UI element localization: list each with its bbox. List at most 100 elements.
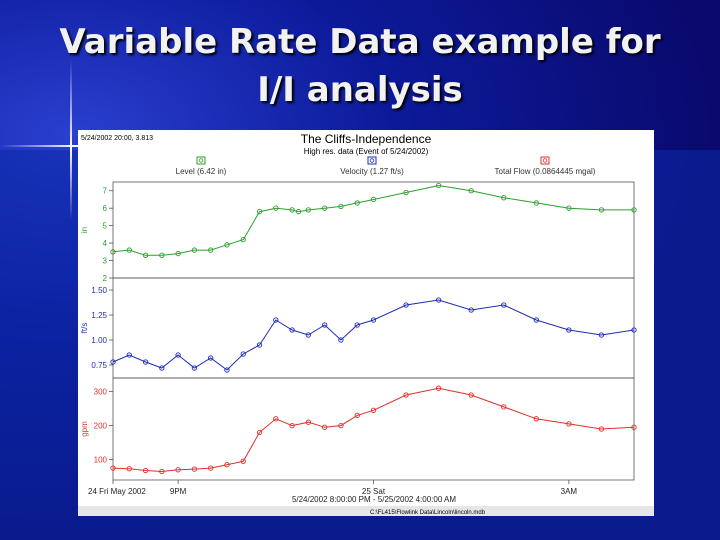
- data-point: [175, 352, 181, 358]
- data-point: [370, 317, 377, 323]
- y-tick-label: 1.50: [91, 286, 107, 295]
- data-point: [435, 182, 442, 189]
- data-point: [305, 207, 312, 213]
- data-point: [159, 468, 165, 475]
- data-point: [240, 351, 246, 357]
- data-point: [322, 205, 328, 211]
- data-point: [370, 196, 377, 203]
- legend-label: Total Flow (0.0864445 mgal): [495, 167, 596, 176]
- data-point: [191, 365, 198, 371]
- data-point: [533, 200, 539, 206]
- y-axis-label: gpm: [80, 421, 89, 437]
- data-point: [533, 416, 539, 422]
- x-tick-label: 24 Fri May 2002: [88, 487, 146, 496]
- y-tick-label: 100: [94, 456, 108, 465]
- series-line: [112, 387, 635, 473]
- data-point: [566, 205, 572, 211]
- legend-marker: [367, 156, 377, 165]
- data-point: [159, 252, 165, 258]
- chart-window: 5/24/2002 20:00, 3.813 The Cliffs-Indepe…: [78, 130, 654, 516]
- data-point: [224, 462, 230, 468]
- data-point: [598, 426, 605, 432]
- legend-marker-dot: [369, 158, 375, 163]
- data-point: [273, 205, 279, 211]
- data-point: [273, 416, 279, 422]
- title-line-2: I/I analysis: [257, 70, 463, 110]
- data-point: [126, 466, 132, 472]
- data-point: [598, 207, 605, 213]
- flow-chart: 5/24/2002 20:00, 3.813 The Cliffs-Indepe…: [78, 132, 654, 516]
- legend-marker: [540, 156, 550, 165]
- data-point: [631, 327, 637, 333]
- y-tick-label: 3: [103, 257, 108, 266]
- legend-label: Level (6.42 in): [176, 167, 227, 176]
- y-tick-label: 0.75: [91, 361, 107, 370]
- y-axis-label: in: [80, 227, 89, 233]
- series-line: [112, 299, 635, 371]
- chart-title: The Cliffs-Independence: [301, 132, 432, 146]
- panel-1: 2 3 4 5 6 7 in: [80, 181, 637, 283]
- data-point: [110, 359, 116, 365]
- data-point: [110, 465, 116, 471]
- data-point: [142, 467, 149, 474]
- data-point: [501, 302, 507, 308]
- legend: Level (6.42 in) Velocity (1.27 ft/s) Total…: [176, 156, 596, 176]
- data-point: [240, 236, 246, 243]
- data-point: [533, 317, 539, 323]
- x-tick-label: 25 Sat: [362, 487, 386, 496]
- x-range-label: 5/24/2002 8:00:00 PM - 5/25/2002 4:00:00…: [292, 495, 456, 504]
- data-point: [295, 209, 302, 215]
- data-point: [289, 207, 295, 213]
- x-axis: 24 Fri May 2002 9PM 25 Sat 3AM 5/24/2002 8:0…: [88, 480, 577, 504]
- y-tick-label: 4: [103, 239, 108, 248]
- status-bar: [78, 506, 654, 516]
- series-line: [112, 184, 634, 256]
- data-point: [468, 188, 474, 194]
- data-point: [191, 466, 198, 472]
- y-tick-label: 5: [103, 222, 108, 231]
- legend-marker: [196, 156, 206, 165]
- data-point: [598, 332, 605, 338]
- data-point: [468, 307, 474, 313]
- data-point: [256, 429, 263, 436]
- y-tick-label: 1.25: [91, 311, 107, 320]
- panel-3: 100 200 300 gpm: [80, 377, 637, 481]
- data-point: [631, 207, 637, 213]
- y-tick-label: 1.00: [91, 336, 107, 345]
- data-point: [126, 352, 132, 358]
- data-point: [354, 412, 360, 419]
- status-path: C:\FL415\Flowlink Data\Lincoln\lincoln.m…: [370, 510, 486, 516]
- panel-frame: [112, 377, 635, 481]
- chart-subtitle: High res. data (Event of 5/24/2002): [304, 147, 429, 156]
- data-point: [338, 337, 344, 343]
- data-point: [322, 322, 328, 328]
- data-point: [273, 317, 279, 323]
- data-point: [289, 327, 295, 333]
- data-point: [403, 392, 409, 398]
- data-point: [110, 249, 116, 255]
- data-point: [305, 332, 312, 338]
- y-tick-label: 6: [103, 204, 108, 213]
- data-point: [566, 327, 572, 333]
- panel-2: 0.75 1.00 1.25 1.50 ft/s: [80, 277, 637, 379]
- data-point: [142, 252, 149, 258]
- cursor-readout: 5/24/2002 20:00, 3.813: [81, 135, 153, 142]
- y-tick-label: 2: [103, 274, 108, 283]
- data-point: [631, 424, 637, 430]
- data-point: [435, 297, 442, 303]
- y-axis-label: ft/s: [80, 323, 89, 334]
- x-tick-label: 9PM: [170, 487, 187, 496]
- data-point: [370, 407, 377, 413]
- legend-label: Velocity (1.27 ft/s): [340, 167, 404, 176]
- data-point: [142, 359, 149, 365]
- x-tick-label: 3AM: [561, 487, 578, 496]
- data-point: [403, 189, 409, 196]
- chart-panels: 2 3 4 5 6 7 in 0.75 1.00 1.25 1.50 ft/s 100 200 300 gpm: [80, 181, 637, 481]
- data-point: [175, 250, 181, 257]
- data-point: [501, 404, 507, 410]
- light-flare-vertical: [70, 60, 72, 220]
- data-point: [468, 392, 474, 398]
- legend-marker-dot: [198, 158, 204, 163]
- data-point: [208, 355, 214, 361]
- light-flare-horizontal: [0, 145, 150, 147]
